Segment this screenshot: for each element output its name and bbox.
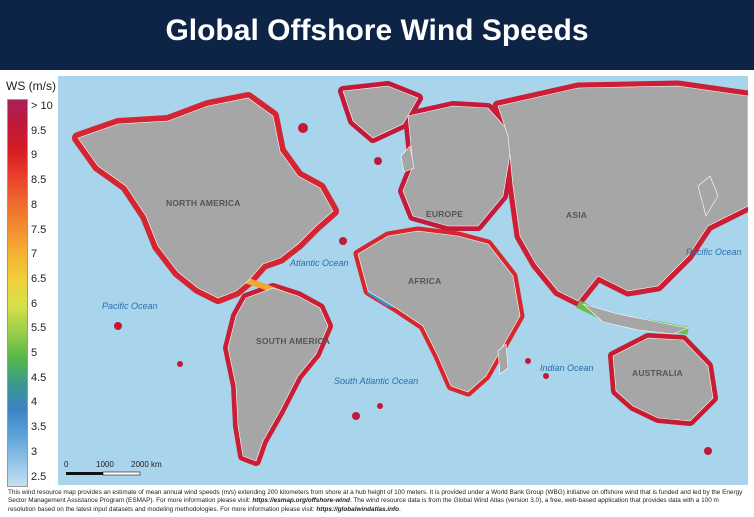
land-australia xyxy=(612,337,714,422)
land-uk xyxy=(400,145,415,173)
land-africa xyxy=(357,230,521,393)
footer-link-esmap[interactable]: https://esmap.org/offshore-wind xyxy=(252,497,350,505)
land-greenland xyxy=(342,85,419,139)
legend-tick-label: 4 xyxy=(31,396,38,409)
legend-tick-label: 7.5 xyxy=(31,223,47,236)
footer-note: This wind resource map provides an estim… xyxy=(8,489,748,514)
legend-tick-label: > 10 xyxy=(31,100,53,112)
land-japan xyxy=(697,175,719,217)
label-africa: AFRICA xyxy=(408,276,442,286)
legend-tick-label: 7 xyxy=(31,248,38,261)
scale-label-zero: 0 xyxy=(64,460,69,469)
legend-tick-label: 8.5 xyxy=(31,174,47,187)
legend-tick-label: 3.5 xyxy=(31,421,47,434)
label-asia: ASIA xyxy=(566,210,588,220)
label-north-america: NORTH AMERICA xyxy=(166,198,241,208)
land-indonesia xyxy=(582,303,690,335)
label-south-america: SOUTH AMERICA xyxy=(256,336,331,346)
legend-title: WS (m/s) xyxy=(6,79,56,93)
landmasses xyxy=(77,85,748,462)
land-north-america xyxy=(77,97,334,299)
label-pacific-ocean-west: Pacific Ocean xyxy=(686,247,742,257)
legend-tick-label: 6 xyxy=(31,297,38,310)
label-indian-ocean: Indian Ocean xyxy=(540,363,594,373)
land-south-america xyxy=(227,287,329,462)
footer-text-2: . The wind resource data is from the Glo… xyxy=(8,497,719,513)
footer-link-globalwindatlas[interactable]: https://globalwindatlas.info xyxy=(316,505,400,513)
legend-tick-label: 5 xyxy=(31,347,38,359)
title-banner: Global Offshore Wind Speeds xyxy=(0,0,754,70)
legend-color-bar xyxy=(7,99,28,487)
legend-tick-label: 3 xyxy=(31,445,38,458)
legend-tick-label: 4.5 xyxy=(31,371,47,384)
land-europe xyxy=(402,105,514,227)
scale-label-end: 2000 km xyxy=(131,460,162,469)
legend-tick-label: 8 xyxy=(31,198,38,211)
island-hawaii xyxy=(114,322,122,330)
legend-tick-label: 9 xyxy=(31,149,38,162)
map-canvas xyxy=(66,80,748,476)
world-map: NORTH AMERICA SOUTH AMERICA EUROPE AFRIC… xyxy=(58,76,748,485)
page-title: Global Offshore Wind Speeds xyxy=(165,14,589,47)
land-madagascar xyxy=(497,343,509,375)
legend-tick-label: 6.5 xyxy=(31,272,47,285)
label-pacific-ocean-east: Pacific Ocean xyxy=(102,301,158,311)
label-south-atlantic-ocean: South Atlantic Ocean xyxy=(334,376,419,386)
label-atlantic-ocean: Atlantic Ocean xyxy=(290,258,349,268)
label-europe: EUROPE xyxy=(426,209,464,219)
footer-text-3: . xyxy=(399,505,401,513)
scale-label-mid: 1000 xyxy=(96,460,114,469)
label-australia: AUSTRALIA xyxy=(632,368,683,378)
land-asia xyxy=(497,85,748,302)
legend-tick-label: 2.5 xyxy=(31,470,47,483)
legend-tick-label: 9.5 xyxy=(31,124,47,137)
footer-text-1: This wind resource map provides an estim… xyxy=(8,489,743,505)
legend-tick-label: 5.5 xyxy=(31,322,47,335)
scale-bar xyxy=(66,471,141,476)
ocean-islands xyxy=(114,123,712,455)
